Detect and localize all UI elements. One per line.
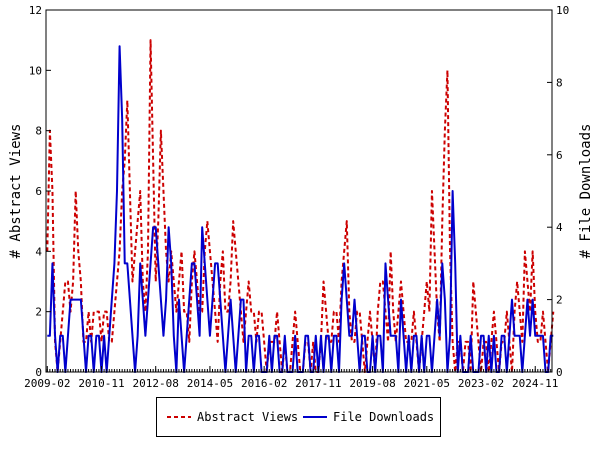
y-axis-title-right: # File Downloads — [578, 124, 594, 259]
y-tick-label-right: 2 — [556, 294, 563, 307]
x-tick-label: 2024-11 — [512, 377, 558, 390]
legend-swatch-solid-blue — [303, 416, 327, 418]
y-tick-label-left: 8 — [35, 125, 42, 138]
legend-swatch-dashed-red — [167, 416, 191, 418]
plot-frame — [45, 9, 553, 373]
x-tick-label: 2021-05 — [404, 377, 450, 390]
y-tick-label-left: 12 — [29, 4, 42, 17]
x-tick-label: 2012-08 — [133, 377, 179, 390]
legend-entry-abstract-views: Abstract Views — [167, 410, 298, 424]
legend: Abstract Views File Downloads — [156, 397, 441, 437]
y-tick-label-left: 10 — [29, 64, 42, 77]
y-tick-label-left: 0 — [35, 366, 42, 379]
y-tick-label-left: 6 — [35, 185, 42, 198]
plot-area — [46, 39, 555, 373]
y-tick-label-right: 8 — [556, 76, 563, 89]
y-tick-label-right: 6 — [556, 149, 563, 162]
x-tick-label: 2016-02 — [241, 377, 287, 390]
y-tick-label-left: 2 — [35, 306, 42, 319]
x-tick-label: 2014-05 — [187, 377, 233, 390]
y-tick-label-right: 4 — [556, 221, 563, 234]
y-tick-label-right: 0 — [556, 366, 563, 379]
y-tick-label-right: 10 — [556, 4, 569, 17]
series-line-abstract-views — [46, 39, 555, 373]
y-axis-title-left: # Abstract Views — [8, 124, 24, 259]
x-tick-label: 2010-11 — [78, 377, 124, 390]
legend-entry-file-downloads: File Downloads — [303, 410, 434, 424]
x-tick-label: 2009-02 — [24, 377, 70, 390]
series-line-file-downloads — [47, 45, 554, 373]
x-tick-label: 2017-11 — [295, 377, 341, 390]
x-tick-label: 2023-02 — [458, 377, 504, 390]
x-tick-label: 2019-08 — [349, 377, 395, 390]
y-tick-label-left: 4 — [35, 245, 42, 258]
legend-label-abstract-views: Abstract Views — [197, 410, 299, 424]
legend-label-file-downloads: File Downloads — [333, 410, 435, 424]
